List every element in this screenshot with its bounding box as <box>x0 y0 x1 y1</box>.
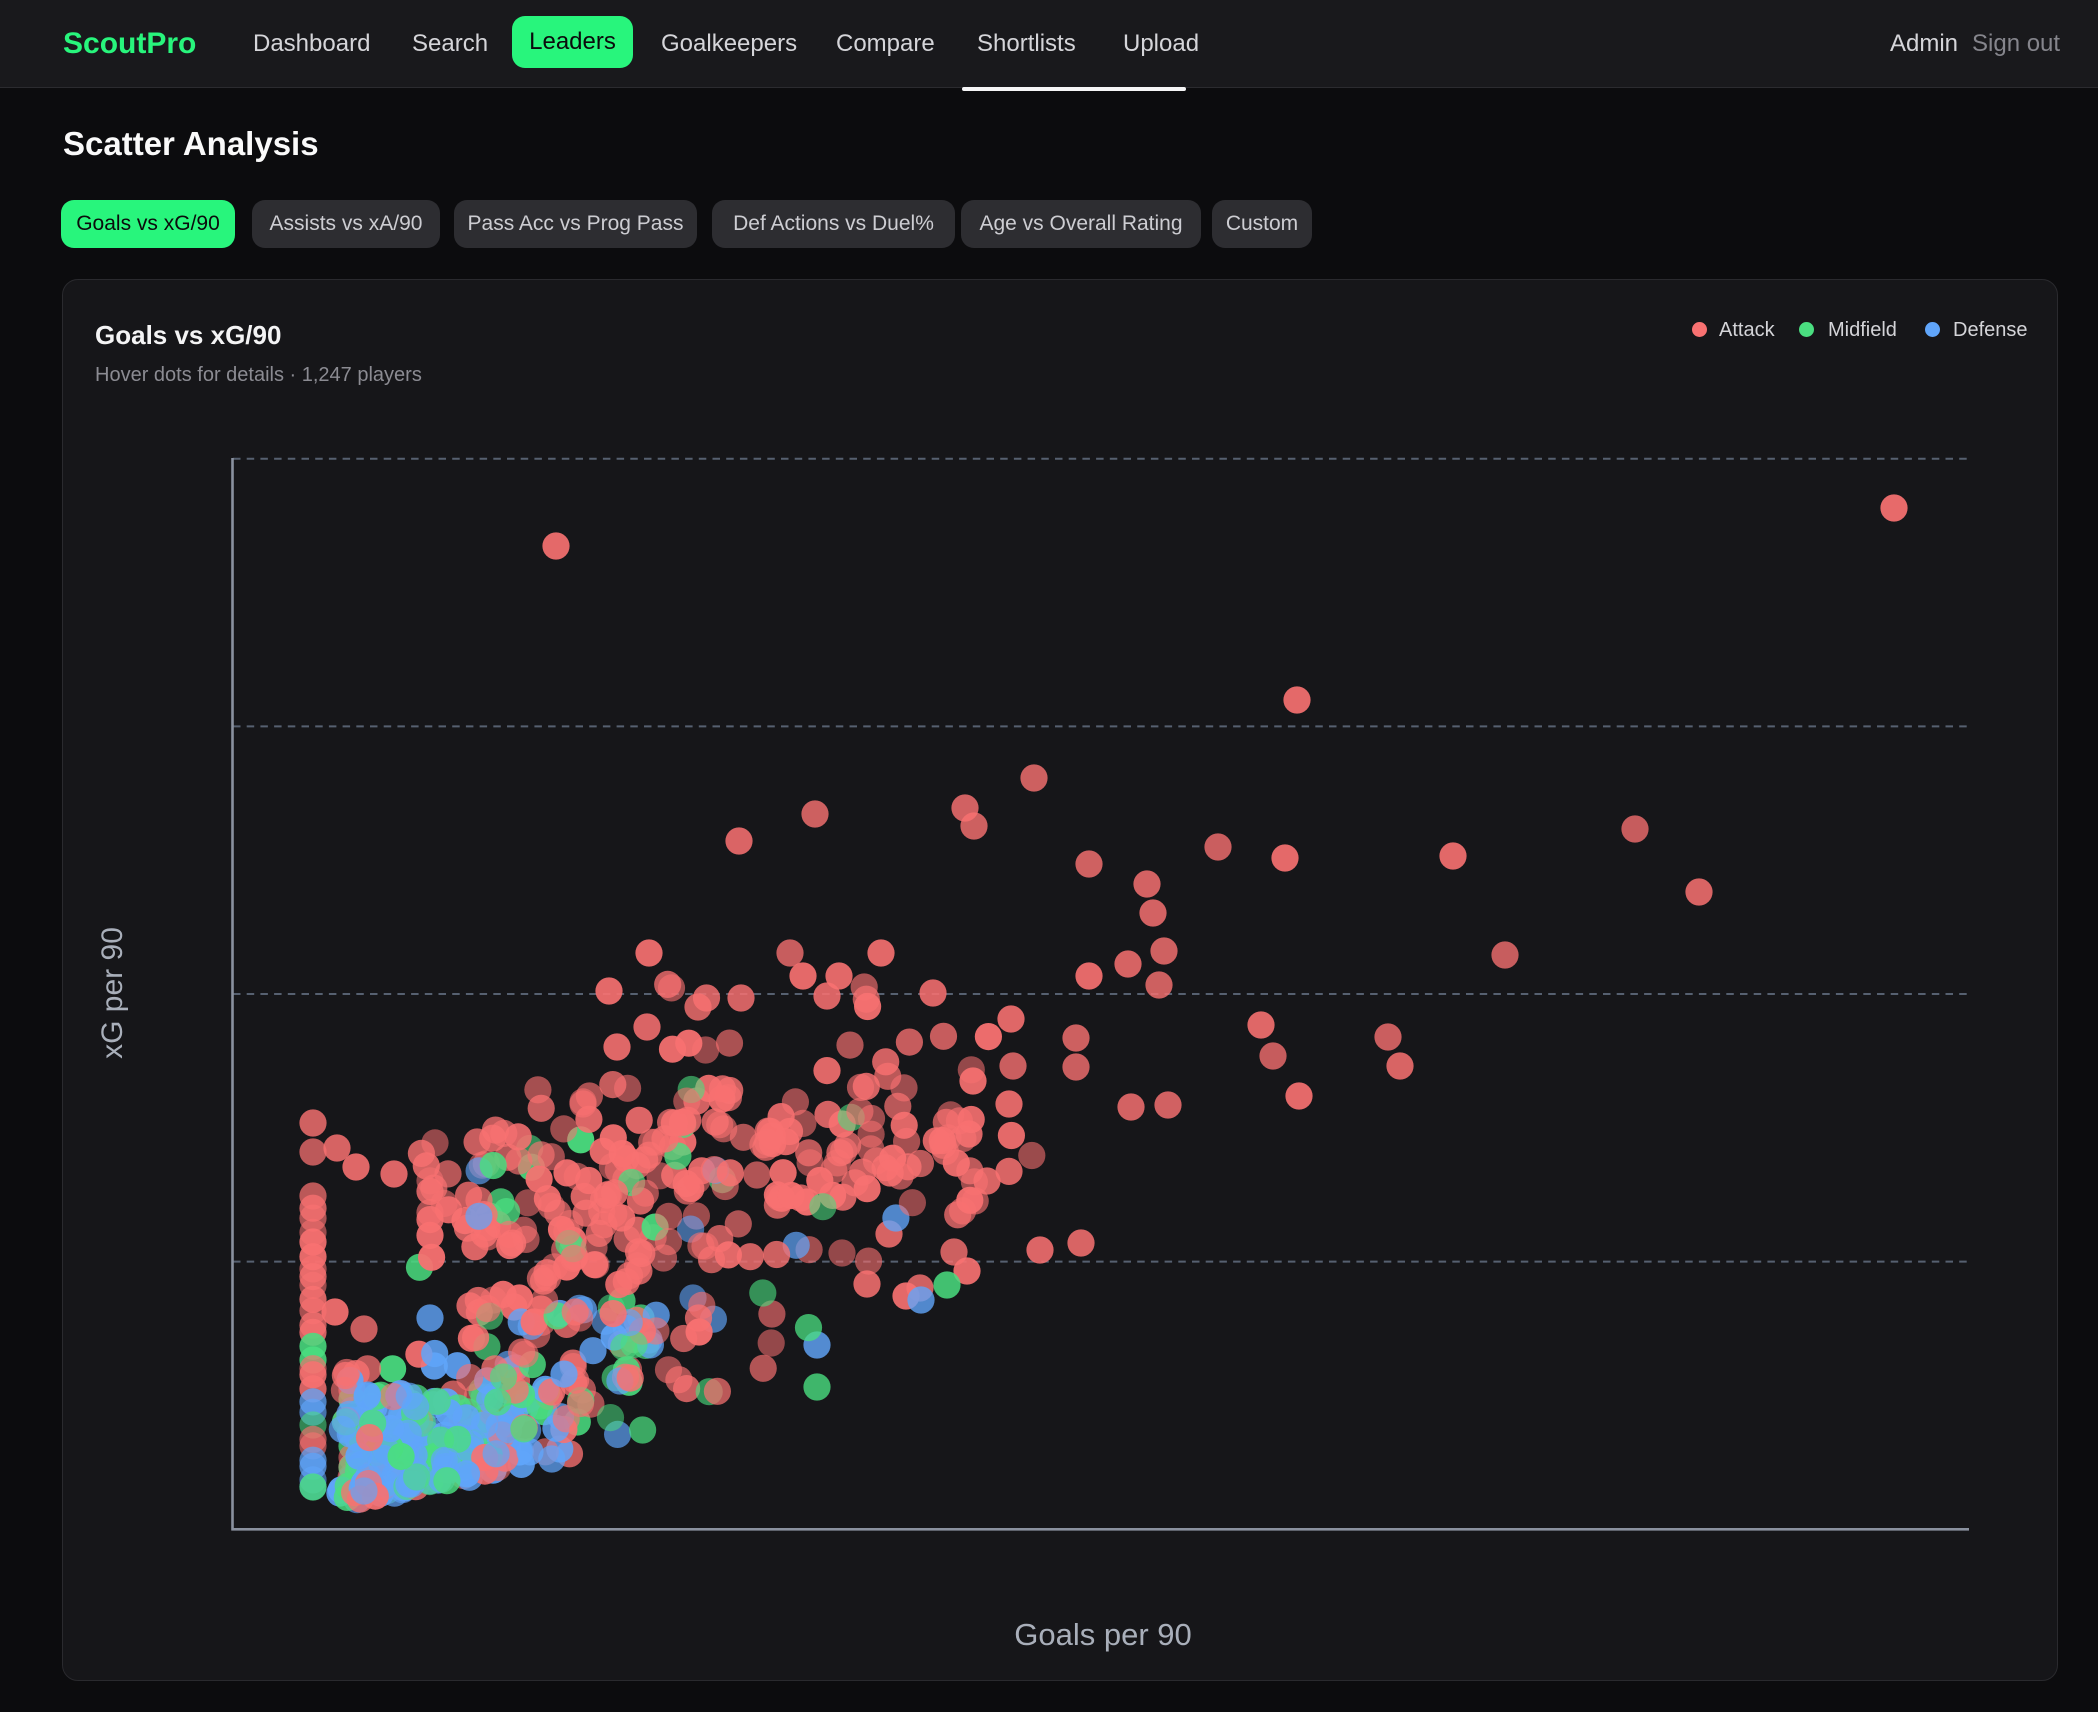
svg-text:Goals per 90: Goals per 90 <box>1014 1617 1192 1652</box>
svg-text:xG per 90: xG per 90 <box>96 927 129 1059</box>
